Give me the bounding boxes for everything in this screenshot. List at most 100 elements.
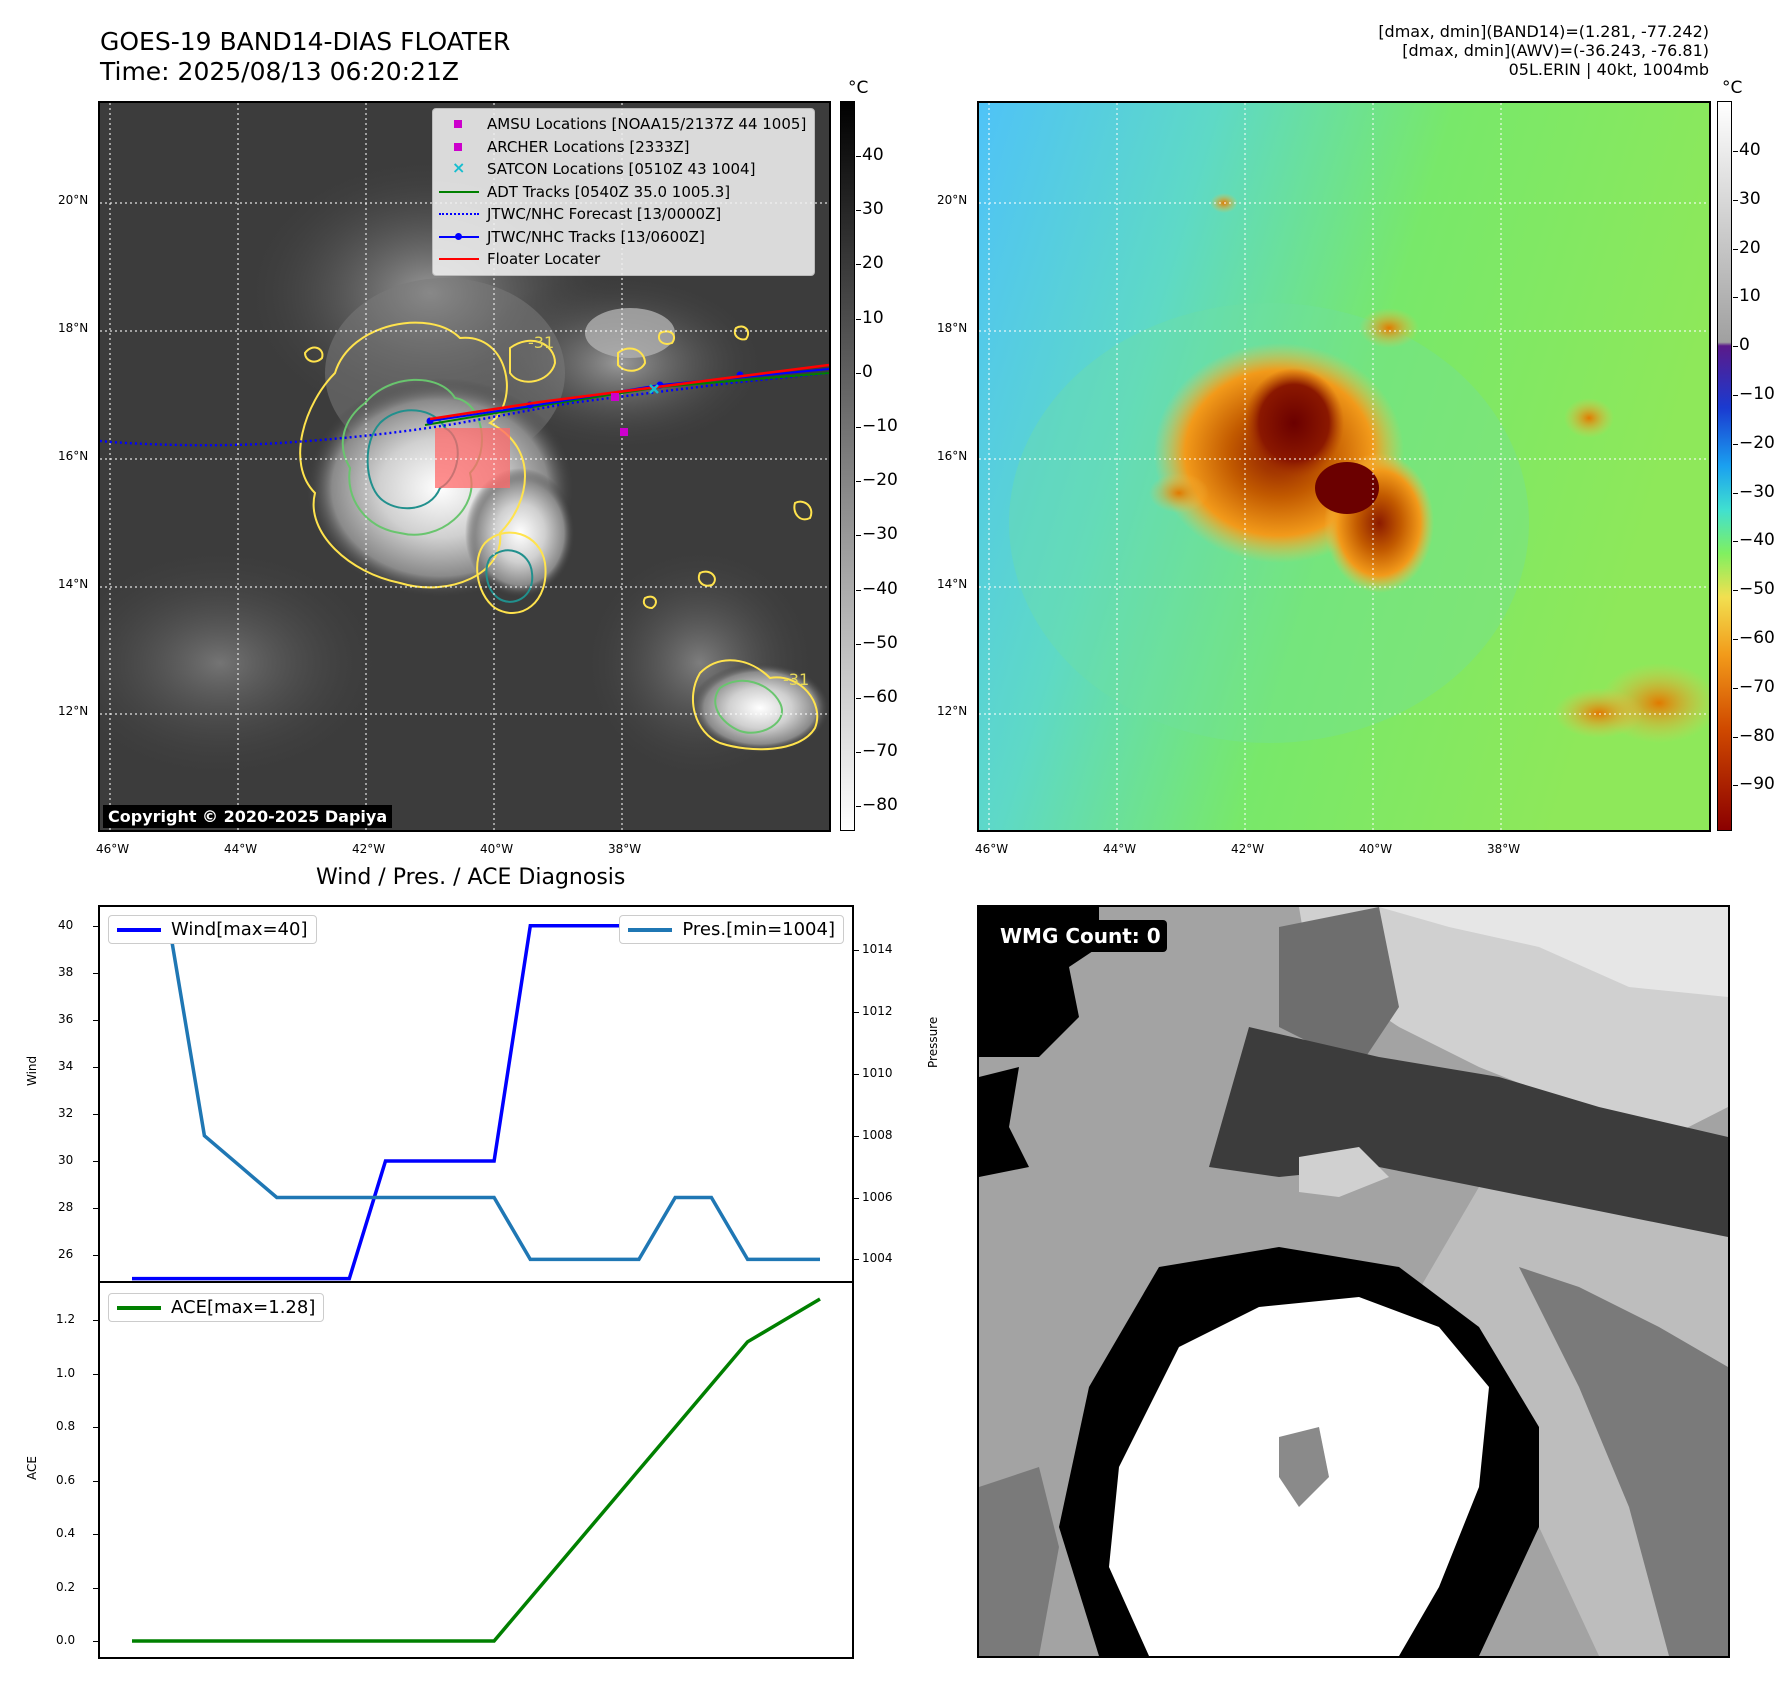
lon-label: 42°W (352, 842, 386, 856)
map2-cb-tick: −40 (1739, 530, 1775, 551)
map2-cb-tick: 20 (1739, 237, 1761, 258)
square-marker-icon (439, 115, 479, 133)
band14-map: -31 -31 AMSU Locations [NOAA15/2137Z 44 … (98, 101, 831, 832)
map2-cb-tick: −70 (1739, 676, 1775, 697)
lat-label: 18°N (58, 321, 89, 335)
colorbar-tick-mark (856, 372, 861, 374)
storm-summary: 05L.ERIN | 40kt, 1004mb (1508, 60, 1709, 79)
ace-tick-mark (93, 1427, 98, 1429)
ace-legend: ACE[max=1.28] (108, 1293, 325, 1322)
colorbar-tick-mark (1733, 736, 1738, 738)
legend-label: Floater Locater (487, 250, 601, 268)
ace-chart: ACE[max=1.28] (98, 1281, 854, 1659)
ace-tick-label: 0.2 (56, 1579, 76, 1594)
lon-label: 40°W (480, 842, 514, 856)
wind-tick-mark (93, 1161, 98, 1163)
wind-series-line (132, 924, 820, 1281)
wind-pressure-chart: Wind[max=40] Pres.[min=1004] (98, 905, 854, 1283)
square-marker-icon (439, 138, 479, 156)
ace-tick-label: 0.6 (56, 1472, 76, 1487)
legend-entry: × SATCON Locations [0510Z 43 1004] (439, 158, 806, 181)
wind-pressure-plot (131, 917, 821, 1281)
colorbar-tick-mark (1733, 687, 1738, 689)
legend-entry: ADT Tracks [0540Z 35.0 1005.3] (439, 181, 806, 204)
ace-tick-label: 1.0 (56, 1365, 76, 1380)
ace-tick-mark (93, 1640, 98, 1642)
ace-tick-mark (93, 1534, 98, 1536)
colorbar-tick-mark (1733, 541, 1738, 543)
colorbar-tick-mark (856, 427, 861, 428)
legend-entry: ARCHER Locations [2333Z] (439, 136, 806, 159)
wmg-imagery (979, 907, 1728, 1656)
pressure-tick-mark (854, 950, 859, 952)
map2-cb-unit: °C (1722, 78, 1743, 98)
map2-cb-tick: 0 (1739, 335, 1750, 356)
map2-cb-tick: −90 (1739, 774, 1775, 795)
colorbar-tick-mark (1733, 346, 1738, 348)
lat-label: 20°N (58, 193, 89, 207)
colorbar-tick-mark (1733, 248, 1738, 250)
lat-label: 12°N (58, 704, 89, 718)
map1-cb-unit: °C (848, 78, 869, 98)
map2-cb-tick: −60 (1739, 628, 1775, 648)
map2-cb-tick: 40 (1739, 140, 1761, 160)
map1-legend: AMSU Locations [NOAA15/2137Z 44 1005] ARC… (432, 108, 816, 276)
lon-label: 42°W (1231, 842, 1265, 856)
ace-legend-label: ACE[max=1.28] (171, 1297, 316, 1318)
wind-tick-mark (93, 1113, 98, 1115)
pressure-tick-label: 1006 (862, 1189, 893, 1204)
lon-label: 38°W (1487, 842, 1521, 856)
legend-entry: Floater Locater (439, 248, 806, 271)
pressure-axis-label: Pressure (926, 1016, 940, 1068)
colorbar-tick-mark (856, 806, 861, 808)
colorbar-tick-mark (856, 210, 861, 212)
colorbar-tick-mark (856, 318, 861, 320)
lat-label: 12°N (937, 704, 968, 718)
map1-cb-tick: 40 (862, 145, 884, 165)
pressure-tick-label: 1004 (862, 1251, 893, 1266)
x-marker-icon: × (452, 158, 466, 178)
title-line-1: GOES-19 BAND14-DIAS FLOATER (100, 27, 511, 56)
contour-label-1: -31 (528, 333, 554, 352)
contour-label-2: -31 (783, 670, 809, 689)
legend-label: ARCHER Locations [2333Z] (487, 137, 690, 156)
copyright-label: Copyright © 2020-2025 Dapiya (103, 805, 393, 828)
map1-cb-tick: −60 (862, 687, 898, 707)
pressure-legend-label: Pres.[min=1004] (682, 919, 835, 940)
lon-label: 46°W (975, 842, 1009, 856)
colorbar-tick-mark (1733, 297, 1738, 299)
lon-label: 46°W (96, 842, 130, 856)
map2-colorbar (1717, 101, 1732, 831)
ace-tick-label: 1.2 (56, 1312, 76, 1327)
dmax-awv: [dmax, dmin](AWV)=(-36.243, -76.81) (1402, 41, 1709, 60)
lat-label: 16°N (58, 449, 89, 463)
lon-label: 38°W (608, 842, 642, 856)
pressure-tick-mark (854, 1259, 859, 1261)
colorbar-tick-mark (856, 535, 861, 537)
pressure-tick-label: 1008 (862, 1127, 893, 1142)
ace-tick-label: 0.0 (56, 1632, 76, 1647)
map1-cb-tick: −40 (862, 578, 898, 599)
wind-legend-label: Wind[max=40] (171, 919, 308, 940)
map1-colorbar (840, 101, 855, 831)
colorbar-tick-mark (1733, 590, 1738, 592)
wind-tick-label: 26 (58, 1247, 74, 1262)
wind-tick-mark (93, 1255, 98, 1257)
legend-label: SATCON Locations [0510Z 43 1004] (487, 160, 756, 178)
figure-title: GOES-19 BAND14-DIAS FLOATER Time: 2025/0… (100, 27, 510, 87)
ace-plot (131, 1297, 821, 1643)
map2-cb-tick: −30 (1739, 481, 1775, 502)
awv-imagery (979, 103, 1709, 830)
ace-tick-label: 0.8 (56, 1419, 76, 1434)
pressure-legend: Pres.[min=1004] (619, 915, 844, 944)
lon-label: 44°W (224, 842, 258, 856)
ace-tick-label: 0.4 (56, 1526, 76, 1541)
lat-label: 14°N (937, 577, 968, 591)
wind-tick-label: 38 (58, 964, 74, 979)
colorbar-tick-mark (856, 264, 861, 266)
colorbar-tick-mark (856, 156, 861, 157)
legend-label: ADT Tracks [0540Z 35.0 1005.3] (487, 182, 731, 201)
map1-tracks (100, 363, 829, 447)
dotted-line-icon (439, 205, 479, 223)
map2-gridlines (979, 103, 1709, 830)
